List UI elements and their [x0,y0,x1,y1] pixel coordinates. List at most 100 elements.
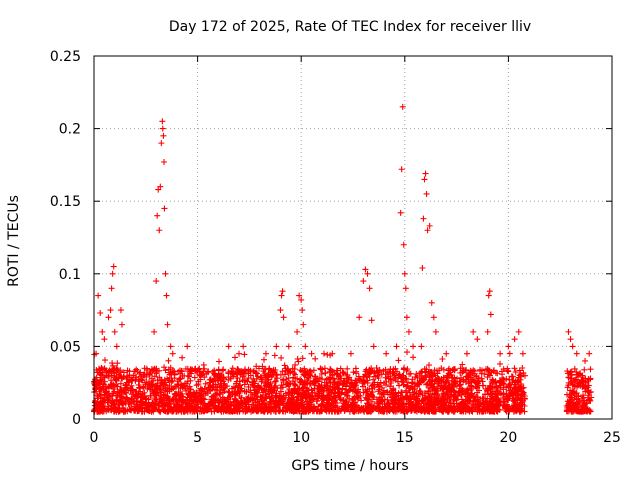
data-point [225,343,232,350]
data-point [167,343,174,350]
data-point [158,140,165,147]
data-point [278,292,285,299]
data-point [511,336,518,343]
data-point [569,343,576,350]
data-point [426,222,433,229]
x-tick-label: 5 [193,430,202,446]
y-tick-label: 0.1 [59,267,81,283]
data-point [474,336,481,343]
data-point [485,292,492,299]
y-tick-label: 0 [72,412,81,428]
data-point [163,292,170,299]
data-point [117,307,124,314]
data-point [370,343,377,350]
x-tick-label: 0 [90,430,99,446]
data-point [184,343,191,350]
data-point [401,270,408,277]
data-point [107,307,114,314]
x-tick-label: 10 [292,430,310,446]
x-tick-label: 20 [499,430,517,446]
data-point [515,328,522,335]
data-point [262,350,269,357]
data-point [273,343,280,350]
data-point [296,292,303,299]
data-point [565,328,572,335]
data-point [164,321,171,328]
data-point [151,328,158,335]
data-point [410,343,417,350]
axes: 0 5 10 15 20 25 0 0.05 0.1 0.15 0.2 0.25 [50,49,621,446]
data-point [402,285,409,292]
data-point [420,215,427,222]
data-point [519,350,526,357]
plot-frame [93,55,613,420]
data-point [400,241,407,248]
data-point [113,343,120,350]
data-point [366,285,373,292]
data-point [428,299,435,306]
data-point [236,350,243,357]
data-point [360,278,367,285]
data-point [159,118,166,125]
x-tick-label: 15 [396,430,414,446]
data-point [398,166,405,173]
x-tick-label: 25 [603,430,621,446]
data-point [156,227,163,234]
data-point [362,266,369,273]
data-point [157,183,164,190]
data-point [418,343,425,350]
data-point [419,264,426,271]
data-point [364,270,371,277]
data-point [368,317,375,324]
data-point [97,310,104,317]
data-point [463,350,470,357]
data-point [405,328,412,335]
data-point [110,263,117,270]
data-point [298,296,305,303]
data-point [582,357,589,364]
data-point [105,314,112,321]
y-tick-label: 0.05 [50,339,81,355]
data-point [299,307,306,314]
data-point [397,209,404,216]
data-point [403,314,410,321]
data-point [470,328,477,335]
data-point [118,321,125,328]
data-point [108,285,115,292]
y-tick-label: 0.25 [50,49,81,65]
data-point [161,205,168,212]
data-point [240,343,247,350]
y-tick-label: 0.2 [59,122,81,138]
data-point [423,190,430,197]
data-point [277,307,284,314]
data-point [399,103,406,110]
data-point [356,314,363,321]
data-point [430,314,437,321]
data-point [329,350,336,357]
data-point [111,328,118,335]
data-point [279,288,286,295]
data-point [567,336,574,343]
data-point [505,343,512,350]
data-points [91,103,595,415]
data-point [422,170,429,177]
data-point [573,350,580,357]
data-point [487,311,494,318]
data-point [586,350,593,357]
data-point [421,176,428,183]
data-point [99,328,106,335]
data-point [300,321,307,328]
data-point [160,132,167,139]
data-point [393,343,400,350]
data-point [95,292,102,299]
data-point [486,288,493,295]
data-point [383,350,390,357]
data-point [443,350,450,357]
data-point [294,328,301,335]
x-axis-label: GPS time / hours [291,458,408,474]
data-point [280,314,287,321]
data-point [161,158,168,165]
data-point [302,343,309,350]
data-point [484,328,491,335]
